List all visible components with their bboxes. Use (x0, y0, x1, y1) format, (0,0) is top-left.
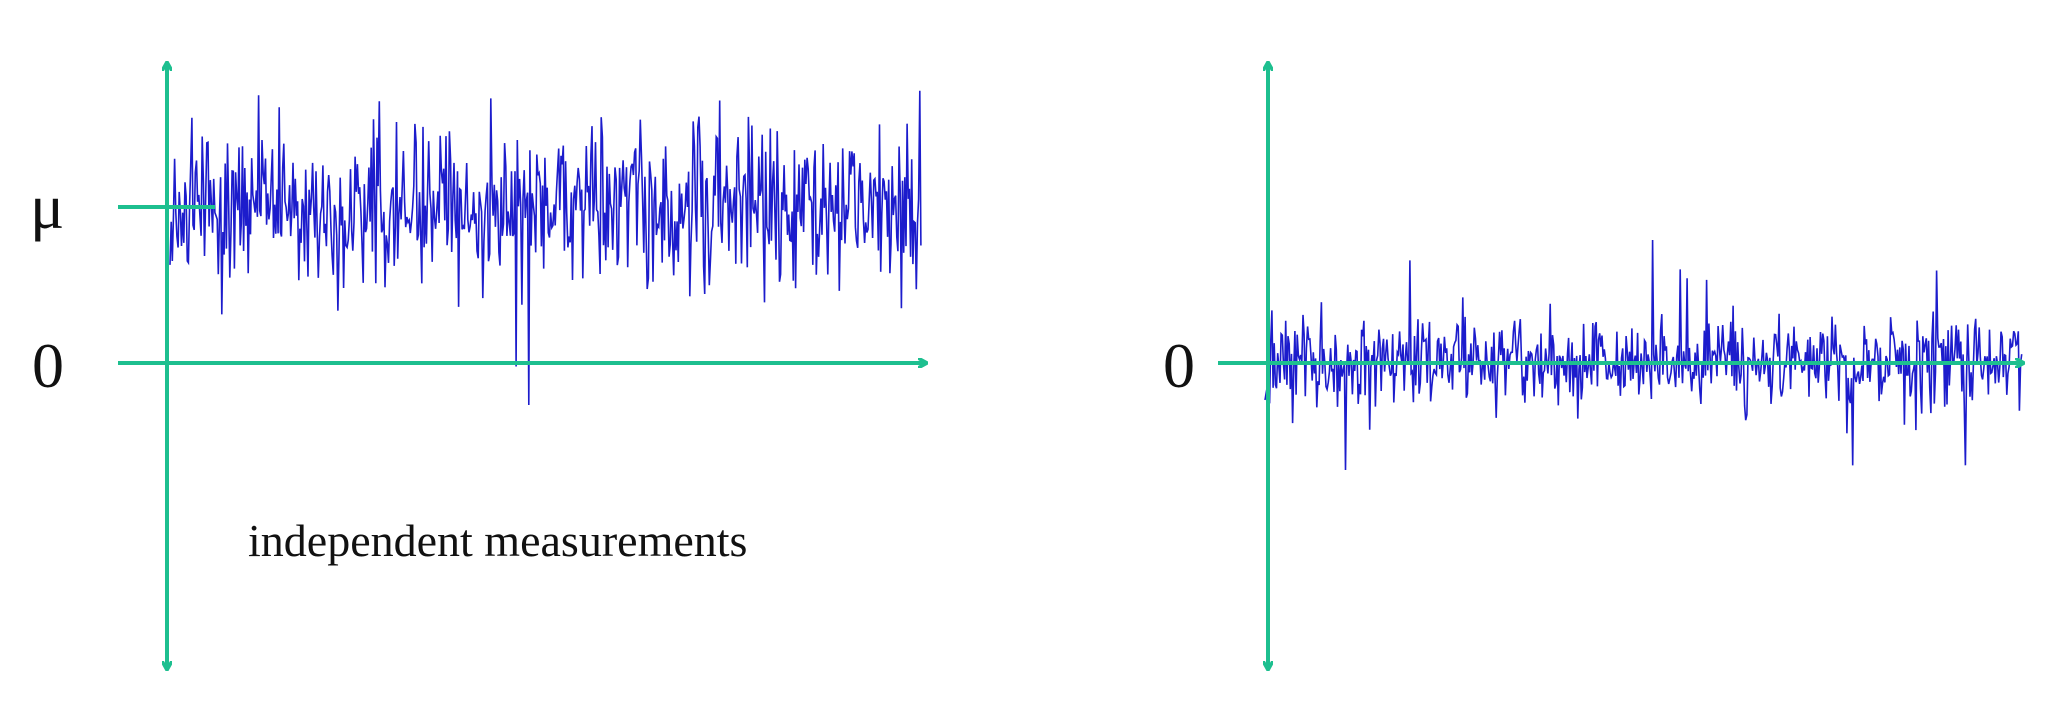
left-noise-signal (169, 90, 922, 406)
left-panel: μ 0 independent measurements (30, 64, 925, 668)
left-caption: independent measurements (248, 515, 747, 566)
left-mu-label: μ (30, 171, 64, 242)
right-noise-signal (1264, 239, 2023, 471)
left-zero-label: 0 (32, 330, 64, 401)
right-panel: 0 (1163, 64, 2022, 668)
right-zero-label: 0 (1163, 330, 1195, 401)
